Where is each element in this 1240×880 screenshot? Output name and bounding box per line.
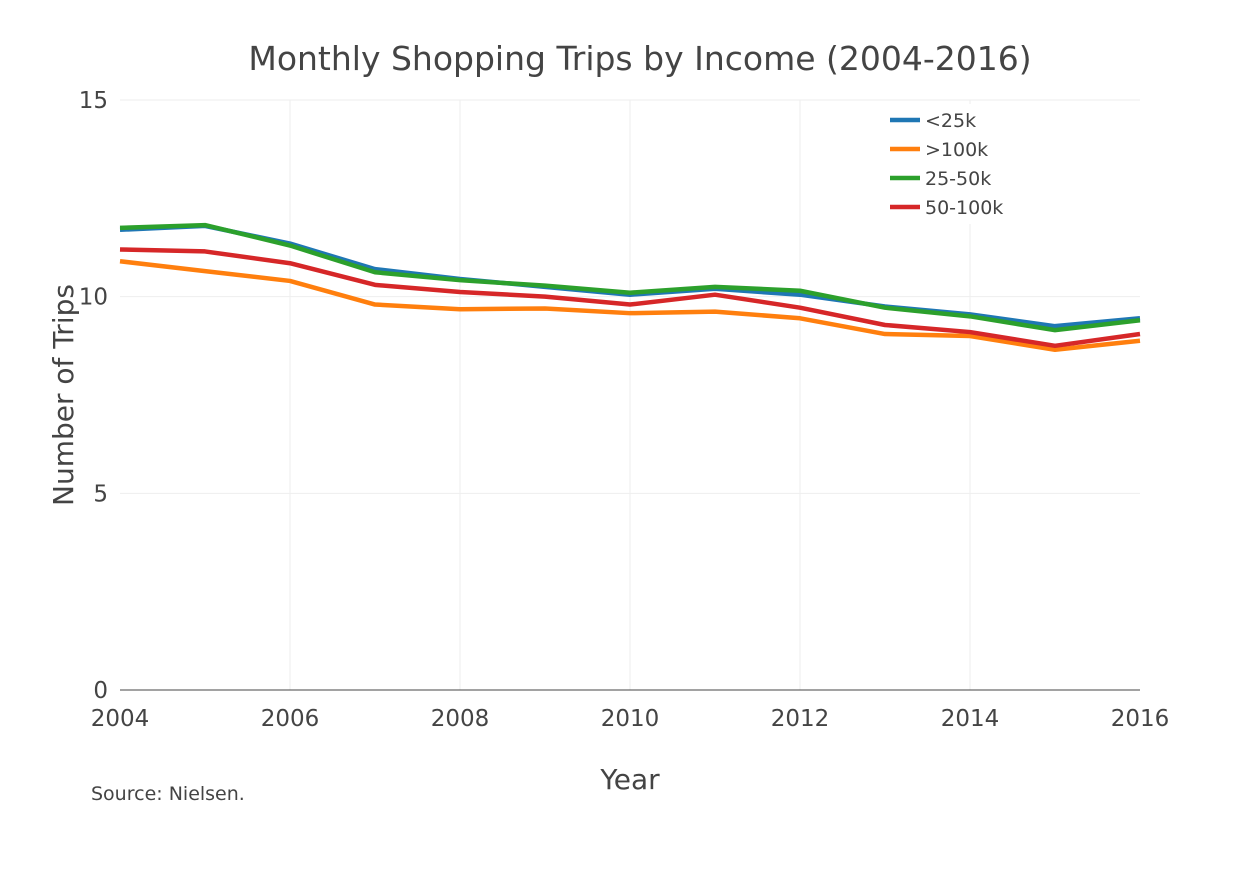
x-tick-label: 2004 [91,706,150,732]
y-tick-label: 15 [79,88,108,114]
x-axis-title: Year [599,763,660,796]
plot-area [119,222,1141,353]
series-line-100k[interactable] [119,259,1141,353]
y-axis-title: Number of Trips [47,284,80,506]
legend[interactable]: <25k >100k 25-50k 50-100k [880,104,1015,224]
x-tick-label: 2012 [771,706,830,732]
legend-item[interactable]: >100k [890,139,988,161]
x-tick-label: 2016 [1111,706,1170,732]
legend-label: 25-50k [925,168,991,190]
y-tick-label: 0 [93,678,108,704]
series-line-25-50k[interactable] [119,222,1141,333]
source-note: Source: Nielsen. [91,783,245,805]
y-tick-label: 10 [79,285,108,311]
y-tick-label: 5 [93,481,108,507]
legend-item[interactable]: 25-50k [890,168,991,190]
legend-item[interactable]: 50-100k [890,197,1003,219]
legend-item[interactable]: <25k [890,110,976,132]
legend-label: <25k [925,110,976,132]
chart-title: Monthly Shopping Trips by Income (2004-2… [248,39,1031,78]
x-tick-label: 2006 [261,706,320,732]
x-tick-label: 2014 [941,706,1000,732]
series-line-50-100k[interactable] [119,247,1141,349]
legend-label: 50-100k [925,197,1003,219]
legend-background [880,104,1015,224]
legend-label: >100k [925,139,988,161]
x-tick-label: 2010 [601,706,660,732]
x-tick-label: 2008 [431,706,490,732]
axes: 2004 2006 2008 2010 2012 2014 2016 0 5 10 15 [79,88,1170,732]
